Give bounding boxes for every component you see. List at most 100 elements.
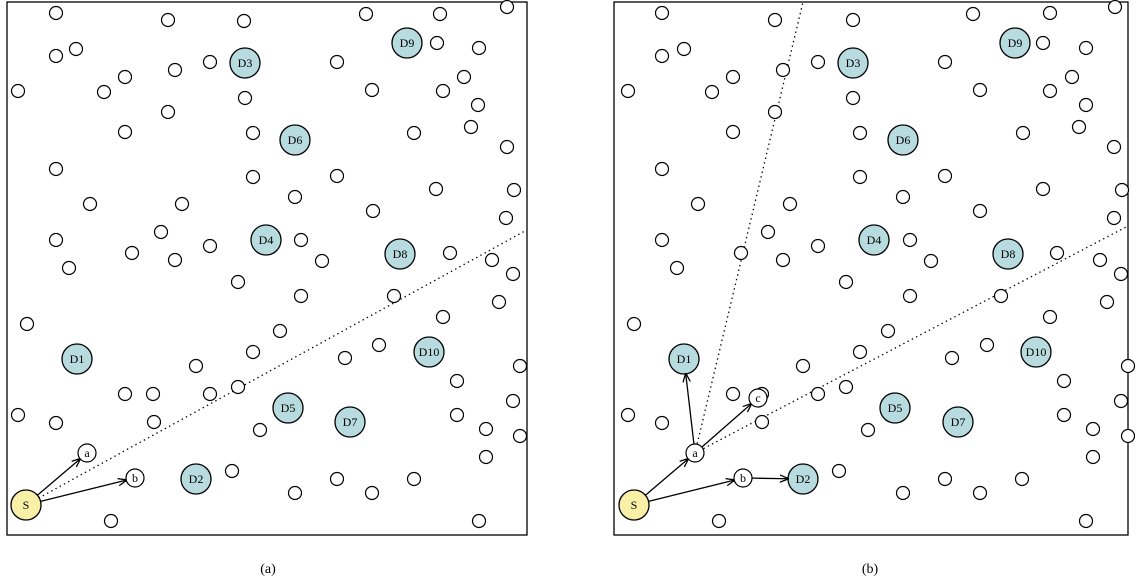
network-node: [117, 386, 133, 402]
relay-label: b: [740, 471, 746, 485]
network-node: [202, 54, 218, 70]
network-node: [160, 12, 176, 28]
network-node: [499, 0, 515, 15]
network-node: [1107, 0, 1123, 15]
network-node: [852, 344, 868, 360]
destination-label: D8: [1001, 247, 1016, 261]
network-node: [471, 40, 487, 56]
network-node: [371, 337, 387, 353]
network-node: [146, 414, 162, 430]
network-node: [838, 379, 854, 395]
destination-label: D5: [281, 401, 296, 415]
destination-label: D7: [951, 415, 966, 429]
network-node: [329, 471, 345, 487]
network-node: [471, 513, 487, 529]
network-node: [767, 12, 783, 28]
network-node: [512, 428, 528, 444]
relay-node: [685, 443, 705, 463]
network-node: [202, 386, 218, 402]
network-node: [505, 393, 521, 409]
forwarding-arrow: [648, 480, 735, 503]
forwarding-arrow: [701, 404, 751, 448]
network-node: [1113, 266, 1129, 282]
network-node: [979, 337, 995, 353]
network-node: [852, 169, 868, 185]
relay-node: [77, 443, 97, 463]
network-node: [1114, 182, 1130, 198]
network-node: [48, 232, 64, 248]
network-node: [902, 232, 918, 248]
network-node: [831, 463, 847, 479]
destination-label: D5: [888, 401, 903, 415]
network-node: [188, 358, 204, 374]
relay-node: [733, 468, 753, 488]
destination-node: [229, 47, 261, 79]
destination-label: D3: [238, 56, 253, 70]
network-node: [358, 6, 374, 22]
relay-node: [125, 468, 145, 488]
destination-label: D10: [419, 345, 440, 359]
network-node: [1078, 40, 1094, 56]
destination-node: [879, 392, 911, 424]
source-node: [618, 489, 650, 521]
network-node: [810, 386, 826, 402]
network-node: [1085, 449, 1101, 465]
network-node: [287, 485, 303, 501]
network-node: [1056, 373, 1072, 389]
network-node: [923, 253, 939, 269]
relay-label: c: [755, 391, 760, 405]
network-node: [845, 90, 861, 106]
destination-label: D4: [259, 233, 274, 247]
network-node: [449, 407, 465, 423]
network-node: [754, 414, 770, 430]
network-node: [329, 54, 345, 70]
network-node: [1078, 97, 1094, 113]
network-node: [690, 196, 706, 212]
network-node: [428, 181, 444, 197]
network-node: [10, 407, 26, 423]
destination-label: D6: [288, 133, 303, 147]
network-node: [1120, 428, 1136, 444]
network-node: [117, 124, 133, 140]
destination-node: [887, 124, 919, 156]
network-node: [937, 54, 953, 70]
network-node: [760, 224, 776, 240]
destination-label: D9: [400, 36, 415, 50]
network-node: [1064, 69, 1080, 85]
network-node: [626, 316, 642, 332]
network-node: [252, 422, 268, 438]
network-node: [10, 83, 26, 99]
network-node: [725, 124, 741, 140]
network-node: [725, 69, 741, 85]
network-node: [386, 288, 402, 304]
network-node: [937, 471, 953, 487]
destination-label: D2: [796, 472, 811, 486]
network-node: [449, 373, 465, 389]
network-node: [972, 203, 988, 219]
destination-node: [992, 238, 1024, 270]
network-node: [456, 69, 472, 85]
source-label: S: [23, 498, 30, 512]
network-node: [704, 84, 720, 100]
network-node: [512, 358, 528, 374]
network-node: [293, 288, 309, 304]
forwarding-arrow: [40, 480, 127, 503]
destination-node: [180, 463, 212, 495]
network-node: [845, 12, 861, 28]
panel-caption: (a): [260, 562, 276, 577]
network-node: [654, 5, 670, 21]
network-node: [1085, 421, 1101, 437]
network-node: [775, 62, 791, 78]
destination-node: [384, 238, 416, 270]
network-node: [160, 104, 176, 120]
network-node: [202, 238, 218, 254]
network-node: [499, 139, 515, 155]
network-node: [902, 288, 918, 304]
source-node: [10, 489, 42, 521]
network-node: [895, 485, 911, 501]
network-node: [1106, 139, 1122, 155]
network-node: [1049, 245, 1065, 261]
network-node: [1035, 35, 1051, 51]
network-node: [895, 189, 911, 205]
network-node: [117, 69, 133, 85]
